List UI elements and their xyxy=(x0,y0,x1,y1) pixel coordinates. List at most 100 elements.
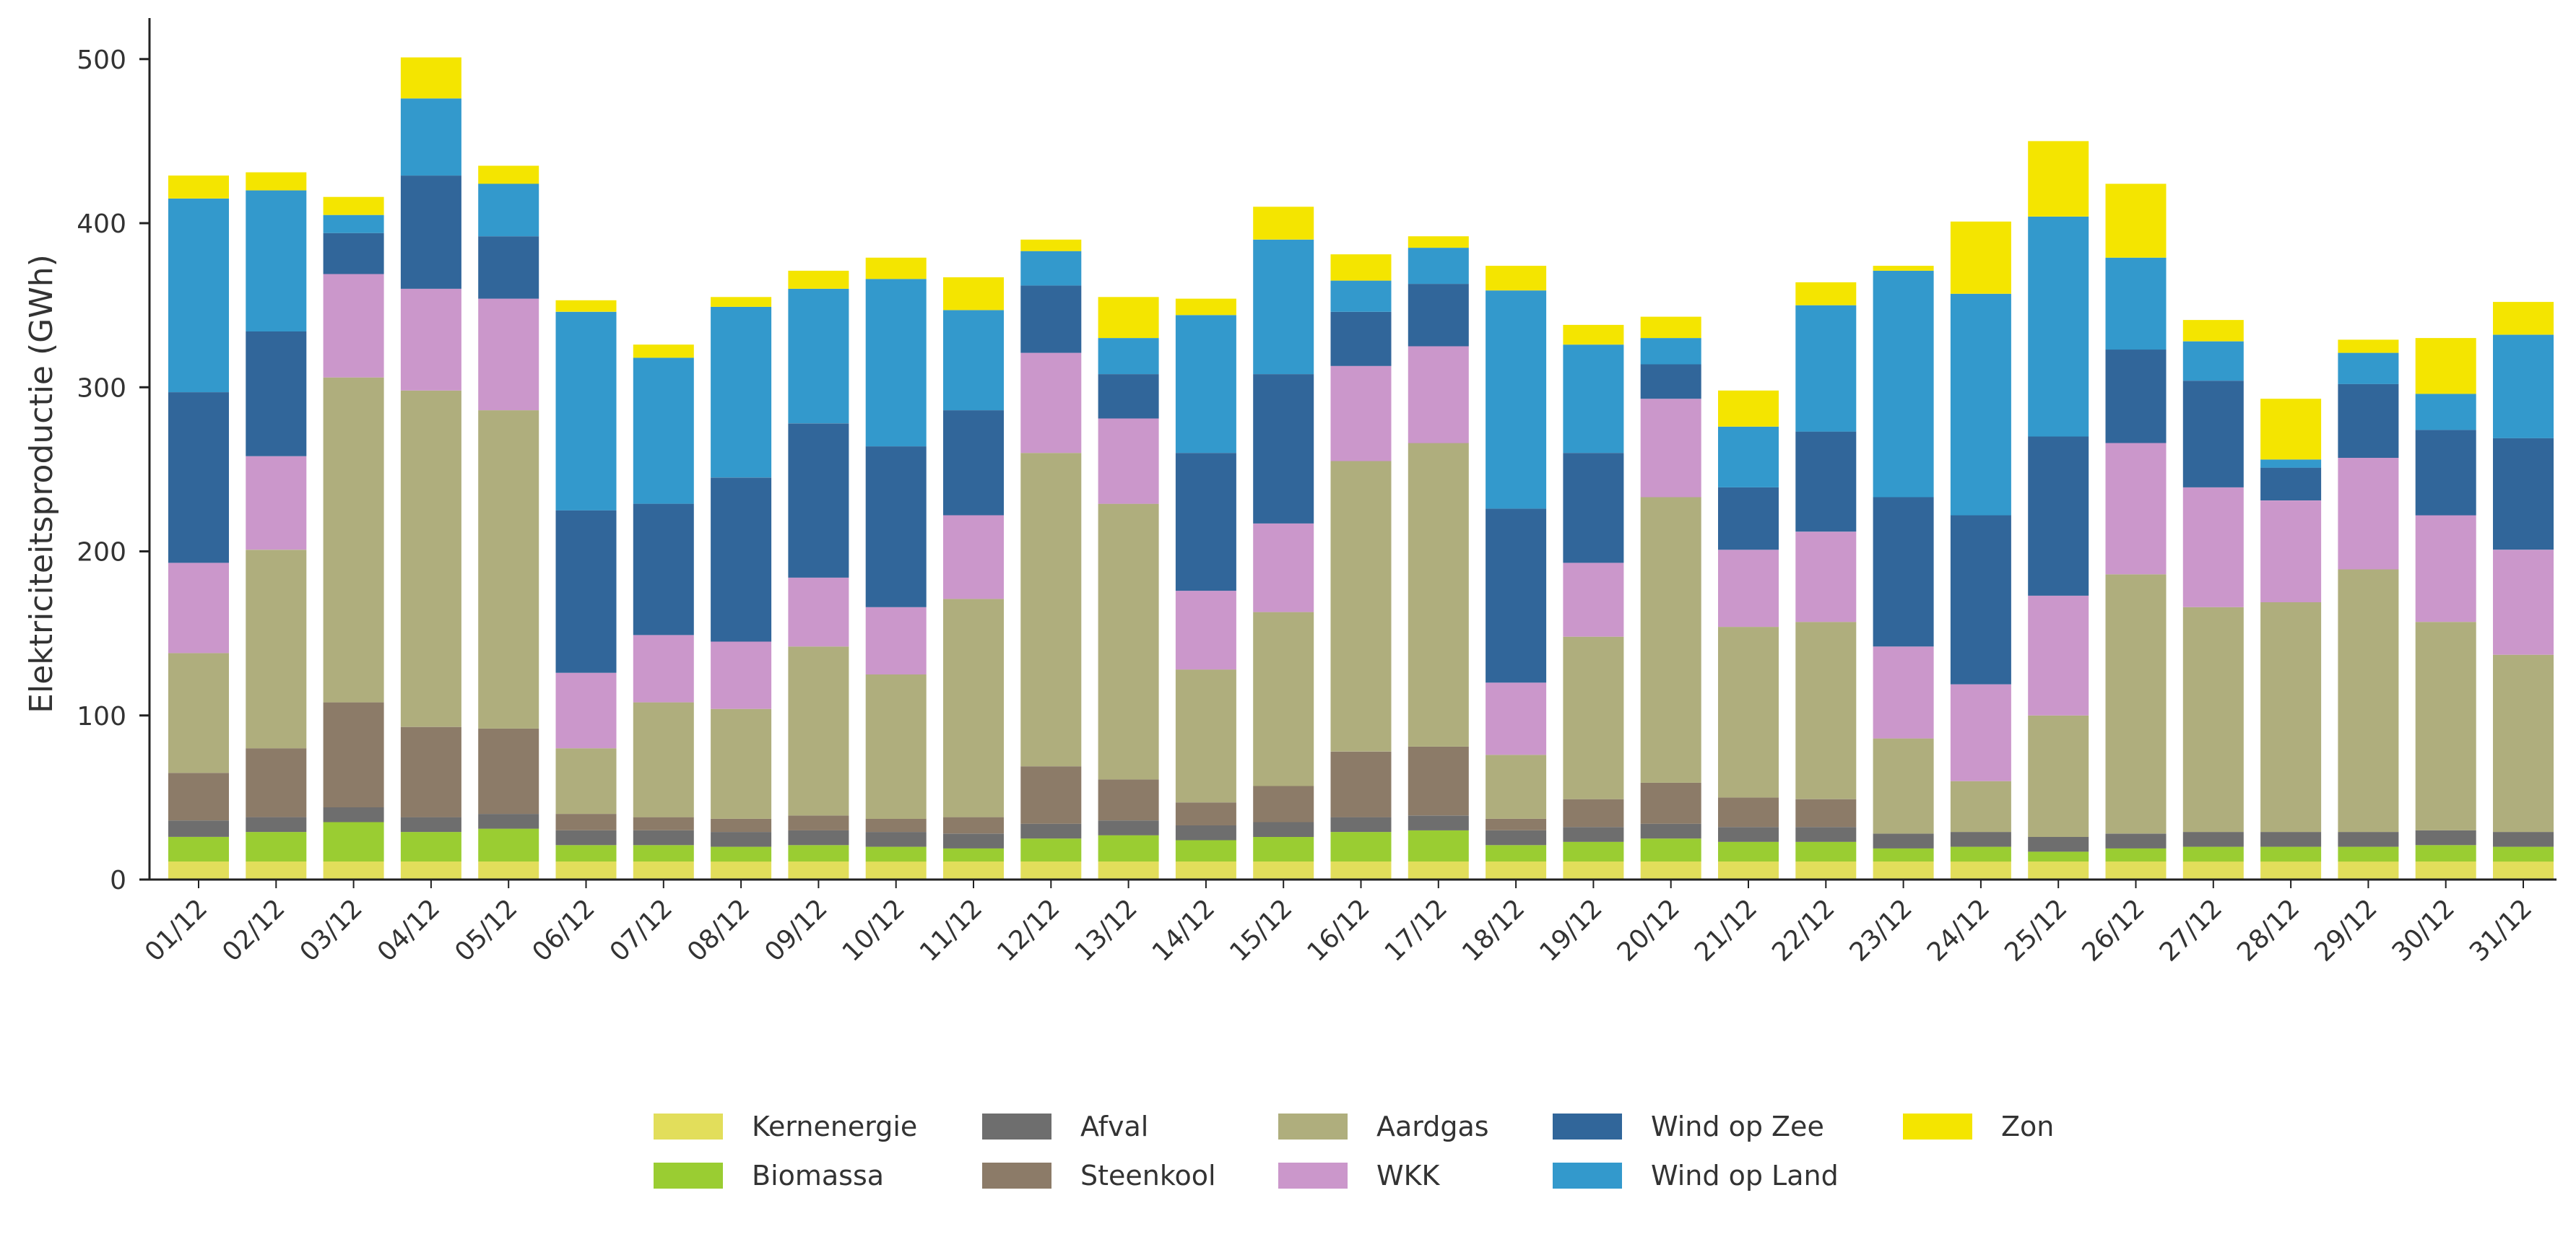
bar-wkk-18 xyxy=(1486,682,1547,755)
bar-zon-3 xyxy=(323,196,384,215)
legend-swatch xyxy=(654,1114,723,1140)
bar-wind-op-land-25 xyxy=(2028,217,2089,437)
bars-group xyxy=(168,57,2554,880)
bar-wind-op-land-21 xyxy=(1718,426,1779,487)
x-tick-label: 03/12 xyxy=(295,893,368,967)
bar-afval-13 xyxy=(1098,820,1159,835)
bar-biomassa-16 xyxy=(1330,832,1392,861)
bar-aardgas-17 xyxy=(1408,443,1469,747)
bar-zon-22 xyxy=(1795,282,1857,305)
bar-steenkool-22 xyxy=(1795,799,1857,828)
x-tick-label: 16/12 xyxy=(1302,893,1376,967)
bar-wkk-19 xyxy=(1563,563,1624,637)
bar-wkk-27 xyxy=(2182,487,2244,607)
legend-label: Wind op Land xyxy=(1651,1160,1839,1192)
bar-biomassa-2 xyxy=(246,832,307,861)
bar-steenkool-8 xyxy=(711,818,772,833)
bar-afval-11 xyxy=(943,833,1004,848)
bar-wkk-7 xyxy=(633,635,694,703)
bar-wkk-29 xyxy=(2338,458,2399,570)
bar-kernenergie-29 xyxy=(2338,861,2399,880)
bar-wind-op-land-16 xyxy=(1330,280,1392,312)
bar-zon-31 xyxy=(2493,302,2554,335)
bar-wind-op-land-2 xyxy=(246,190,307,331)
bar-kernenergie-20 xyxy=(1640,861,1701,880)
bar-wind-op-land-23 xyxy=(1873,270,1934,498)
bar-kernenergie-25 xyxy=(2028,861,2089,880)
bar-afval-16 xyxy=(1330,817,1392,833)
bar-zon-21 xyxy=(1718,390,1779,427)
legend-item-afval: Afval xyxy=(982,1111,1149,1142)
x-tick-label: 23/12 xyxy=(1844,893,1918,967)
bar-steenkool-18 xyxy=(1486,818,1547,830)
bar-biomassa-19 xyxy=(1563,841,1624,861)
bar-wkk-25 xyxy=(2028,595,2089,716)
bar-aardgas-6 xyxy=(555,748,617,815)
bar-wind-op-land-10 xyxy=(865,279,927,447)
bar-afval-19 xyxy=(1563,827,1624,842)
bar-biomassa-8 xyxy=(711,846,772,862)
bar-biomassa-23 xyxy=(1873,848,1934,861)
x-tick-label: 10/12 xyxy=(837,893,911,967)
bar-wkk-21 xyxy=(1718,550,1779,628)
bar-wind-op-zee-28 xyxy=(2260,467,2322,500)
bar-afval-30 xyxy=(2415,830,2476,846)
bar-aardgas-28 xyxy=(2260,602,2322,833)
legend-label: Biomassa xyxy=(752,1160,885,1192)
bar-kernenergie-17 xyxy=(1408,861,1469,880)
bar-steenkool-6 xyxy=(555,814,617,830)
bar-zon-25 xyxy=(2028,141,2089,217)
bar-afval-8 xyxy=(711,832,772,847)
bar-kernenergie-7 xyxy=(633,861,694,880)
bar-kernenergie-28 xyxy=(2260,861,2322,880)
legend-item-wkk: WKK xyxy=(1278,1160,1440,1192)
bar-aardgas-26 xyxy=(2105,574,2167,834)
bar-steenkool-5 xyxy=(478,728,539,815)
bar-afval-25 xyxy=(2028,836,2089,852)
bar-wkk-22 xyxy=(1795,531,1857,622)
bar-zon-17 xyxy=(1408,236,1469,248)
x-tick-label: 07/12 xyxy=(604,893,678,967)
bar-wkk-31 xyxy=(2493,550,2554,655)
legend-item-steenkool: Steenkool xyxy=(982,1160,1216,1192)
bar-wind-op-zee-16 xyxy=(1330,311,1392,366)
bar-wind-op-zee-11 xyxy=(943,410,1004,516)
bar-zon-13 xyxy=(1098,297,1159,339)
legend-label: Zon xyxy=(2001,1111,2055,1142)
legend-label: Afval xyxy=(1080,1111,1149,1142)
bar-steenkool-9 xyxy=(788,815,849,830)
bar-zon-18 xyxy=(1486,266,1547,291)
bar-wind-op-land-3 xyxy=(323,214,384,233)
bar-wind-op-zee-26 xyxy=(2105,350,2167,443)
bar-steenkool-3 xyxy=(323,702,384,807)
legend-label: WKK xyxy=(1376,1160,1440,1192)
bar-zon-29 xyxy=(2338,339,2399,353)
bar-aardgas-16 xyxy=(1330,461,1392,752)
x-tick-label: 28/12 xyxy=(2232,893,2305,967)
bar-biomassa-18 xyxy=(1486,845,1547,861)
bar-wind-op-land-13 xyxy=(1098,338,1159,375)
bar-zon-2 xyxy=(246,172,307,191)
bar-wind-op-land-31 xyxy=(2493,334,2554,438)
x-tick-label: 12/12 xyxy=(992,893,1065,967)
bar-aardgas-20 xyxy=(1640,497,1701,783)
y-tick-label: 100 xyxy=(77,702,126,732)
bar-kernenergie-8 xyxy=(711,861,772,880)
bar-aardgas-31 xyxy=(2493,654,2554,833)
bar-wkk-3 xyxy=(323,274,384,378)
bar-kernenergie-12 xyxy=(1020,861,1082,880)
bar-aardgas-18 xyxy=(1486,755,1547,819)
bar-zon-20 xyxy=(1640,316,1701,339)
bar-afval-21 xyxy=(1718,827,1779,842)
x-tick-label: 05/12 xyxy=(449,893,523,967)
bar-wkk-5 xyxy=(478,298,539,411)
bar-wind-op-land-7 xyxy=(633,357,694,504)
bar-wind-op-land-15 xyxy=(1253,239,1314,375)
bar-wind-op-zee-3 xyxy=(323,233,384,274)
bar-kernenergie-23 xyxy=(1873,861,1934,880)
bar-wkk-24 xyxy=(1950,684,2011,781)
bar-kernenergie-11 xyxy=(943,861,1004,880)
legend-label: Aardgas xyxy=(1376,1111,1489,1142)
bar-zon-19 xyxy=(1563,324,1624,345)
